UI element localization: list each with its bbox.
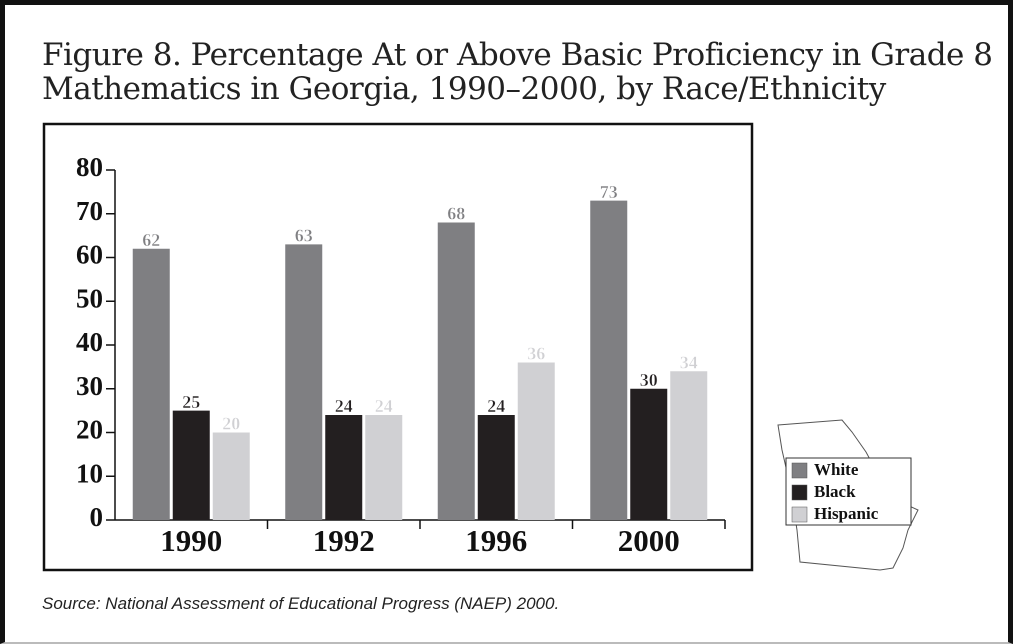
value-label: 30	[640, 370, 658, 390]
value-label: 36	[527, 344, 545, 364]
bar	[172, 410, 210, 520]
legend-label: Hispanic	[814, 504, 879, 523]
bar	[517, 362, 555, 520]
value-label: 20	[222, 414, 240, 434]
bar	[590, 200, 628, 520]
value-label: 63	[295, 226, 313, 246]
bar	[437, 222, 475, 520]
chart-title: Figure 8. Percentage At or Above Basic P…	[42, 37, 993, 107]
x-tick-label: 1992	[313, 523, 375, 558]
source-note: Source: National Assessment of Education…	[42, 594, 560, 613]
y-tick-label: 60	[76, 240, 103, 270]
value-label: 62	[142, 230, 160, 250]
bar	[630, 388, 668, 520]
y-tick-label: 50	[76, 283, 103, 313]
legend-swatch	[791, 506, 808, 523]
value-label: 68	[447, 204, 465, 224]
y-tick-label: 0	[90, 502, 104, 532]
bar	[477, 415, 515, 520]
y-tick-label: 10	[76, 458, 103, 488]
bar	[365, 415, 403, 520]
bar	[132, 248, 170, 520]
x-tick-label: 1996	[465, 523, 527, 558]
plot-frame	[42, 122, 754, 572]
legend-label: White	[814, 460, 859, 479]
y-tick-label: 70	[76, 196, 103, 226]
bar	[285, 244, 323, 520]
value-label: 24	[335, 396, 353, 416]
legend-swatch	[791, 484, 808, 501]
y-tick-label: 20	[76, 415, 103, 445]
value-label: 34	[680, 352, 698, 372]
value-label: 24	[375, 396, 393, 416]
x-tick-label: 1990	[160, 523, 222, 558]
bar	[325, 415, 363, 520]
bar	[670, 371, 708, 520]
value-label: 25	[182, 392, 200, 412]
value-label: 24	[487, 396, 505, 416]
legend-swatch	[791, 462, 808, 479]
y-tick-label: 80	[76, 152, 103, 182]
legend-label: Black	[814, 482, 856, 501]
y-tick-label: 40	[76, 327, 103, 357]
y-tick-label: 30	[76, 371, 103, 401]
x-tick-label: 2000	[618, 523, 680, 558]
value-label: 73	[600, 182, 618, 202]
bar	[212, 432, 250, 520]
